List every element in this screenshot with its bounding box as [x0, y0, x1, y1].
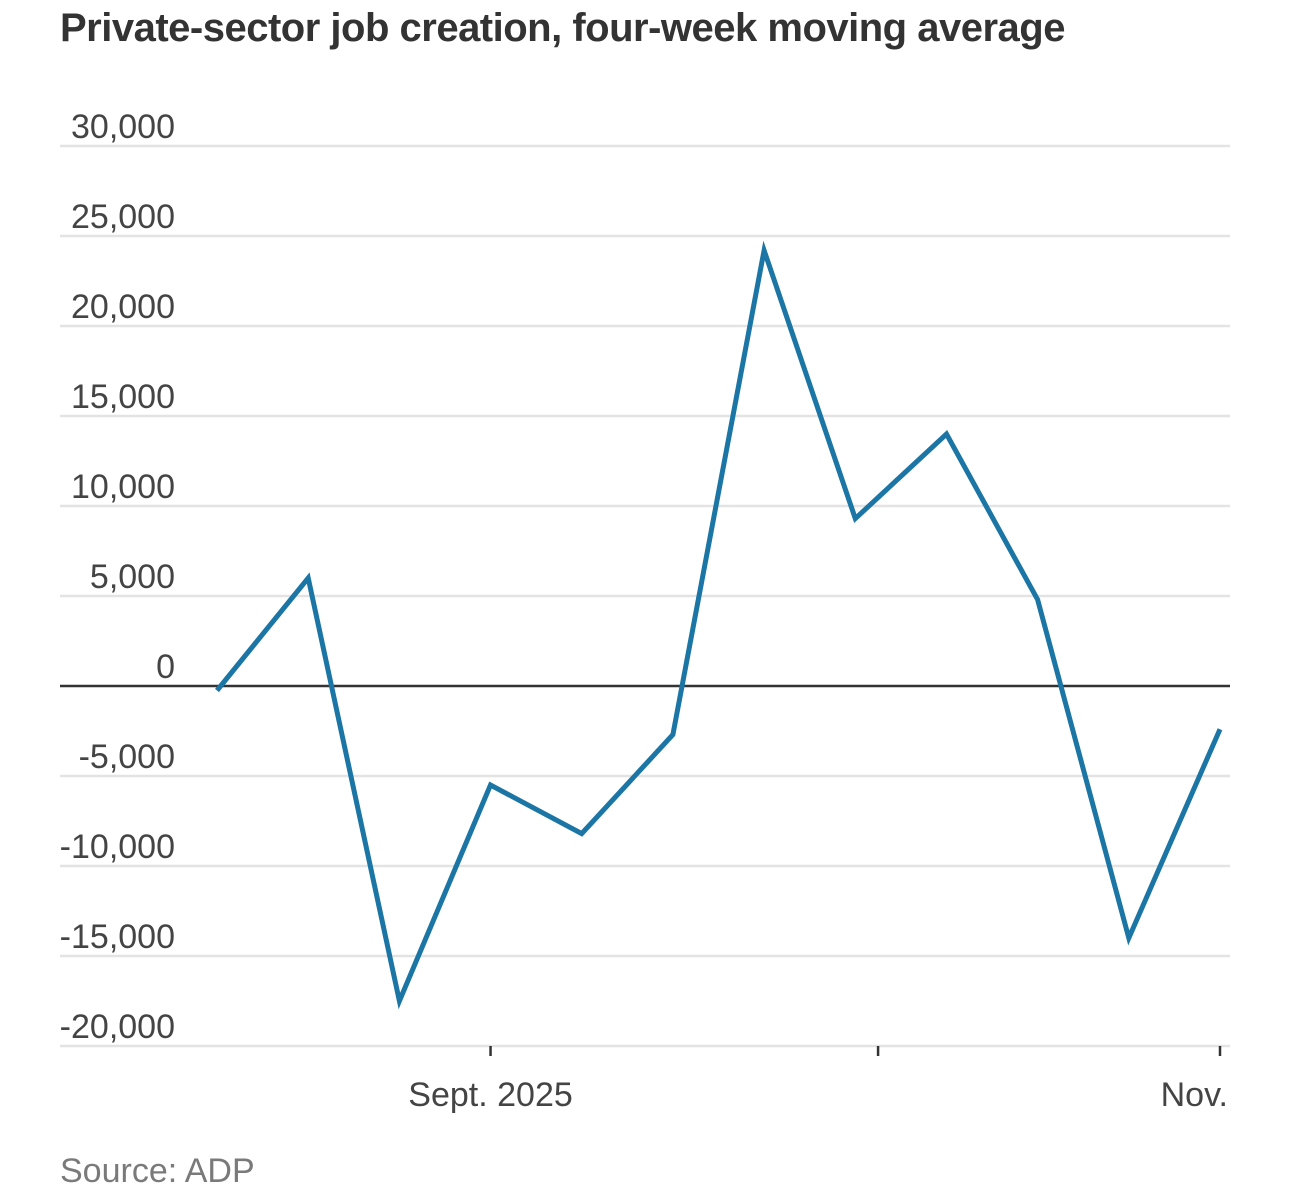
data-point-0-10 — [1126, 936, 1131, 941]
data-point-0-0 — [215, 688, 220, 693]
x-tick-label-2: Nov. — [1161, 1076, 1228, 1114]
data-point-0-8 — [944, 432, 949, 437]
x-tick-label-0: Sept. 2025 — [408, 1076, 572, 1114]
y-tick-label-1: 25,000 — [71, 198, 175, 236]
data-point-0-9 — [1035, 597, 1040, 602]
data-point-0-3 — [488, 783, 493, 788]
y-tick-label-10: -20,000 — [60, 1008, 175, 1046]
y-tick-label-0: 30,000 — [71, 108, 175, 146]
y-tick-label-4: 10,000 — [71, 468, 175, 506]
data-point-0-2 — [397, 999, 402, 1004]
gridlines — [60, 144, 1230, 1048]
y-tick-label-2: 20,000 — [71, 288, 175, 326]
y-tick-label-6: 0 — [156, 648, 175, 686]
source-note: Source: ADP — [60, 1152, 255, 1190]
y-tick-label-7: -5,000 — [79, 738, 175, 776]
data-point-0-6 — [762, 248, 767, 253]
series-line-0 — [215, 240, 1223, 1010]
y-tick-label-9: -15,000 — [60, 918, 175, 956]
y-tick-label-8: -10,000 — [60, 828, 175, 866]
line-chart: 30,000 25,000 20,000 15,000 10,000 5,000 0 -5,0… — [60, 108, 1230, 1114]
series-layer — [215, 240, 1223, 1010]
x-axis: Sept. 2025 Nov. — [408, 1046, 1228, 1114]
chart-title: Private-sector job creation, four-week m… — [60, 6, 1065, 50]
y-tick-label-5: 5,000 — [90, 558, 175, 596]
y-tick-label-3: 15,000 — [71, 378, 175, 416]
data-point-0-4 — [579, 831, 584, 836]
data-point-0-1 — [306, 576, 311, 581]
data-point-0-7 — [853, 516, 858, 521]
data-point-0-11 — [1218, 727, 1223, 732]
y-axis-tick-labels: 30,000 25,000 20,000 15,000 10,000 5,000 0 -5,0… — [60, 108, 175, 1046]
data-point-0-5 — [670, 732, 675, 737]
